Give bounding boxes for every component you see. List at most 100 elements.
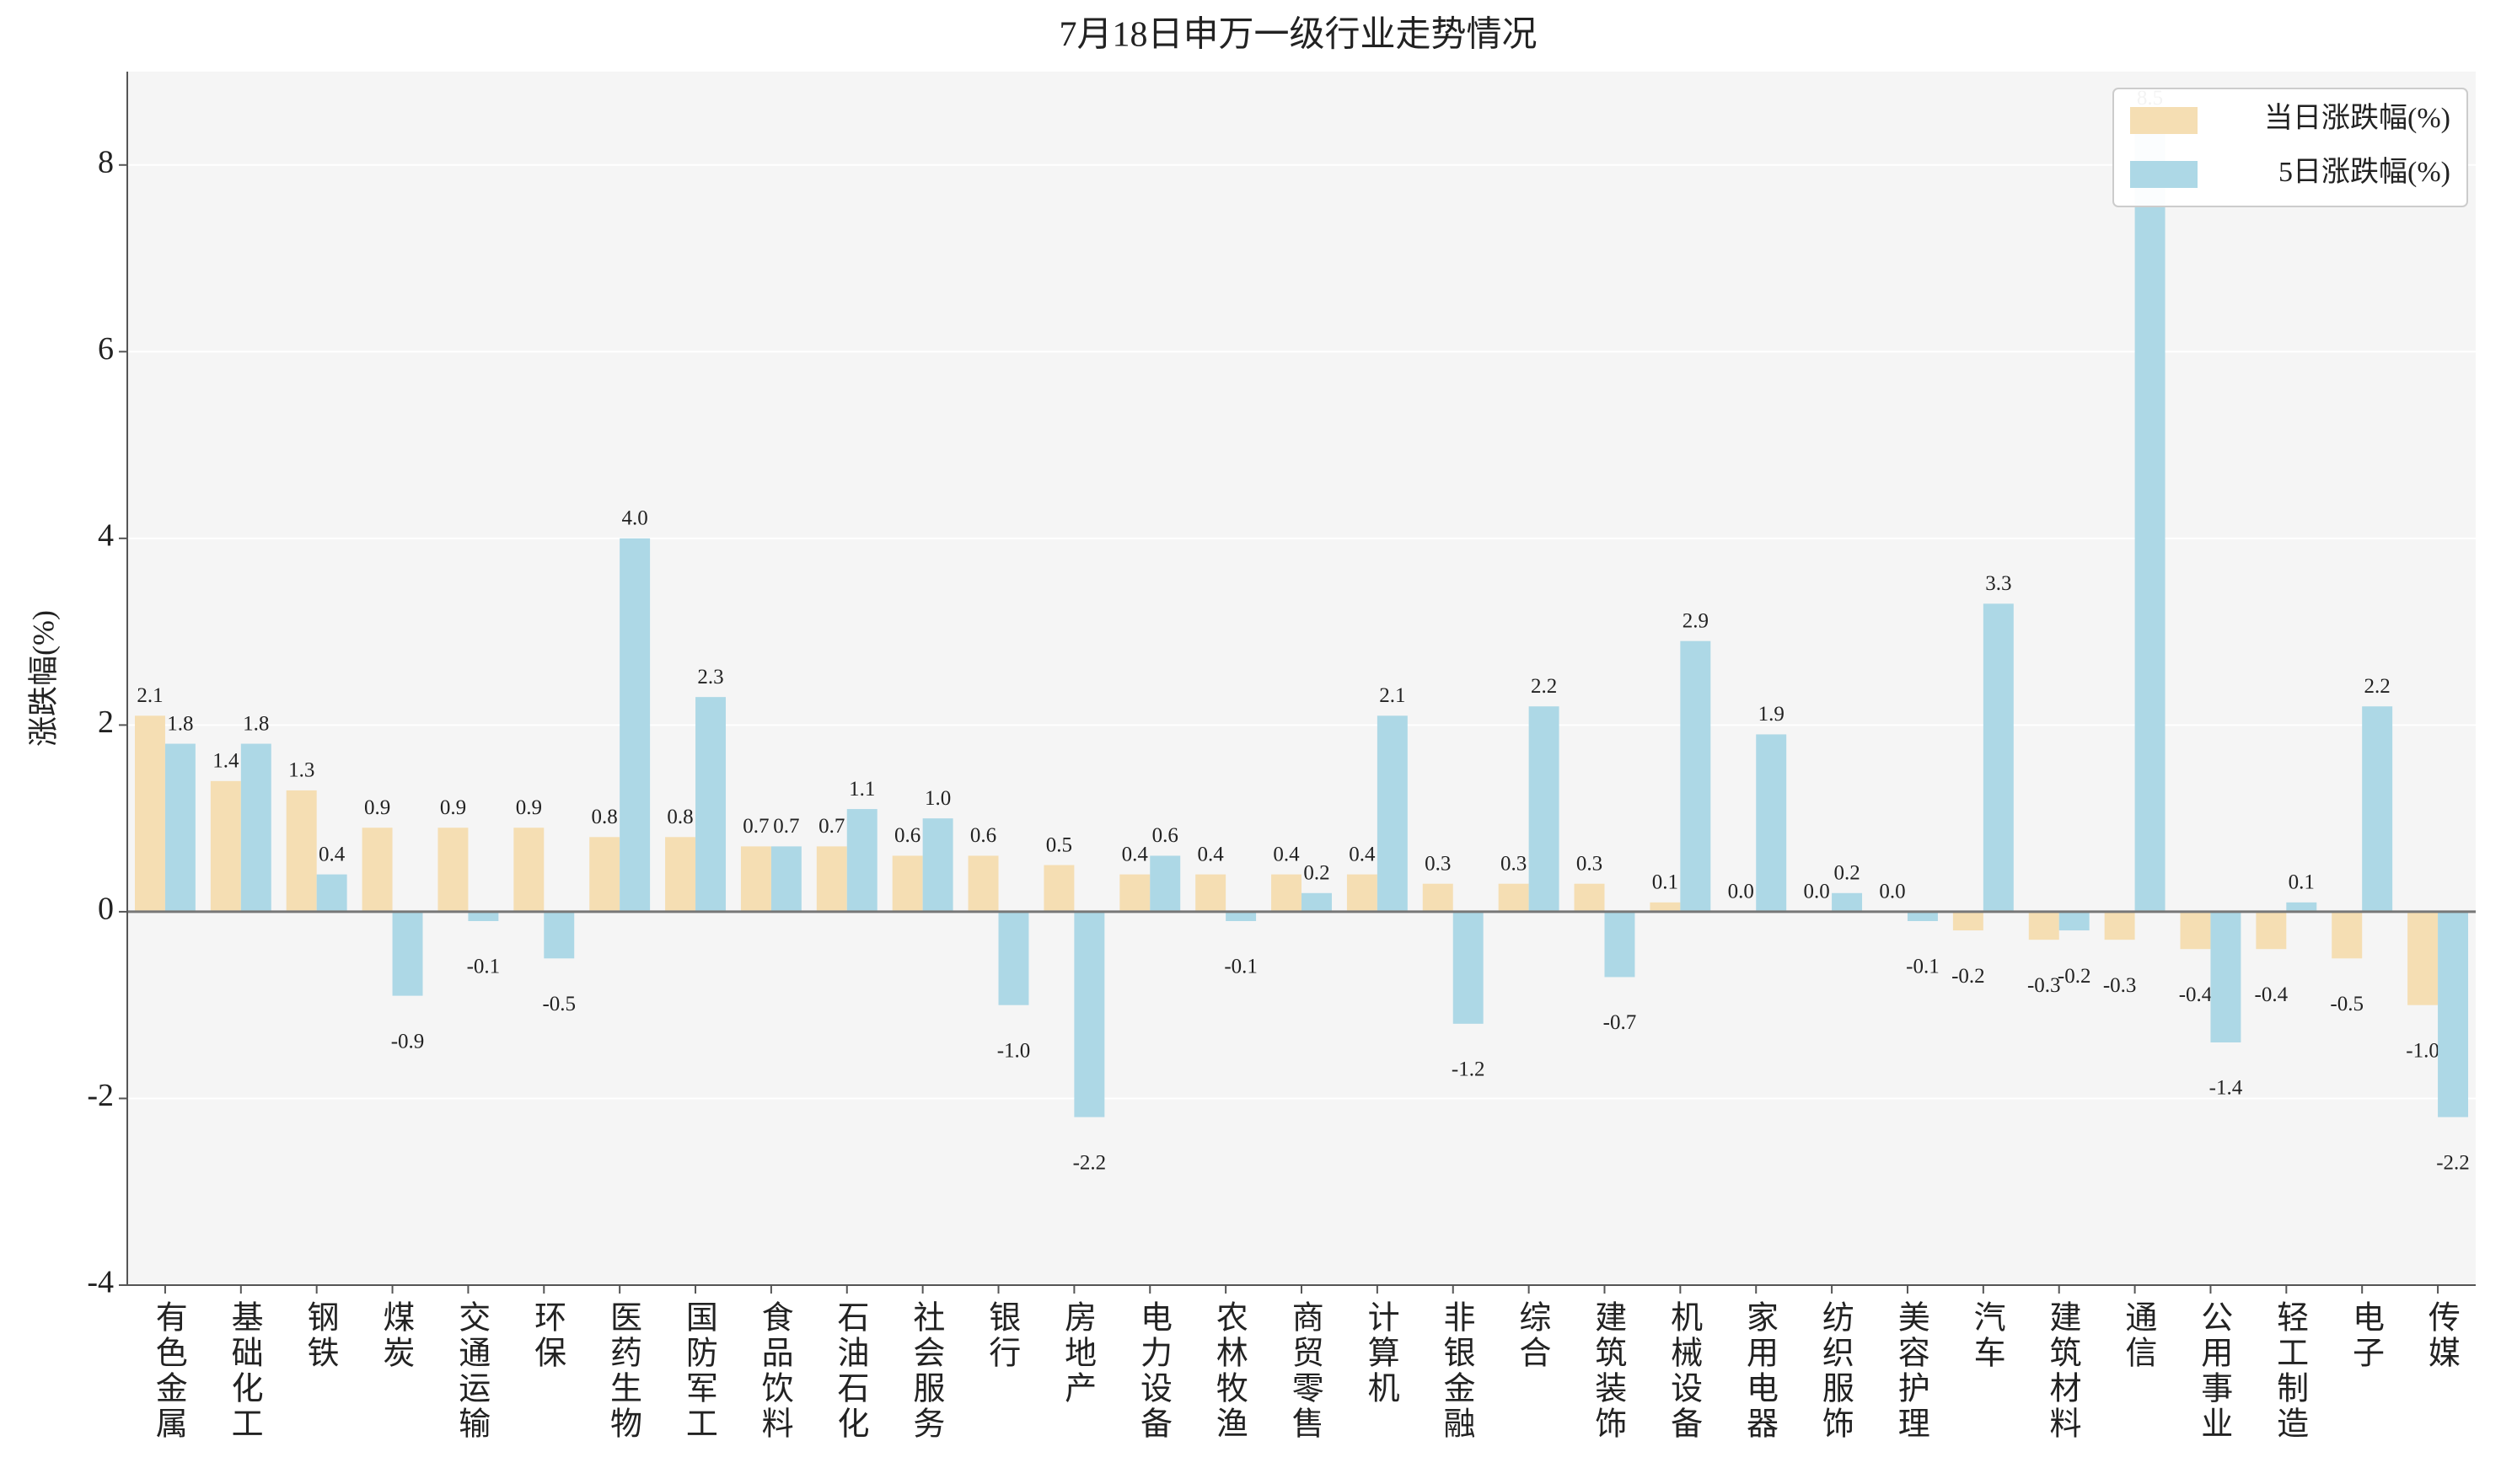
value-label: -1.0 bbox=[997, 1039, 1031, 1062]
bar bbox=[1832, 892, 1863, 912]
x-tick-label: 石油石化 bbox=[832, 1300, 869, 1442]
value-label: 0.6 bbox=[894, 824, 920, 847]
y-tick-label: 2 bbox=[98, 704, 114, 740]
bar bbox=[1195, 874, 1226, 912]
bar bbox=[1377, 715, 1408, 912]
value-label: 0.1 bbox=[1652, 871, 1678, 894]
bar bbox=[1498, 883, 1529, 912]
bar bbox=[164, 743, 196, 912]
value-label: 1.0 bbox=[925, 787, 951, 810]
value-label: 0.0 bbox=[1879, 881, 1905, 903]
x-tick-label: 商贸零售 bbox=[1286, 1300, 1323, 1442]
x-tick-label: 建筑装饰 bbox=[1590, 1300, 1626, 1442]
value-label: -1.4 bbox=[2209, 1077, 2243, 1100]
value-label: 2.9 bbox=[1683, 609, 1709, 632]
x-tick-label: 建筑材料 bbox=[2044, 1300, 2081, 1442]
x-tick-label: 家用电器 bbox=[1742, 1300, 1778, 1442]
value-label: -0.5 bbox=[542, 993, 576, 1015]
value-label: -2.2 bbox=[1073, 1151, 1107, 1174]
bar bbox=[620, 538, 651, 912]
x-tick-label: 公用事业 bbox=[2196, 1300, 2232, 1442]
bar bbox=[1119, 874, 1151, 912]
bar bbox=[1756, 734, 1787, 912]
value-label: -0.4 bbox=[2179, 983, 2213, 1006]
value-label: 1.3 bbox=[288, 759, 314, 782]
value-label: 0.2 bbox=[1833, 862, 1860, 885]
y-tick-label: -2 bbox=[87, 1078, 114, 1113]
value-label: 0.6 bbox=[970, 824, 996, 847]
x-tick-label: 传媒 bbox=[2423, 1300, 2460, 1371]
bar bbox=[1680, 640, 1711, 912]
value-label: 0.0 bbox=[1803, 881, 1829, 903]
value-label: 2.2 bbox=[1531, 675, 1557, 698]
bar bbox=[1271, 874, 1301, 912]
bar bbox=[1346, 874, 1377, 912]
bar bbox=[1452, 911, 1484, 1024]
value-label: 1.8 bbox=[167, 712, 193, 735]
value-label: 0.9 bbox=[440, 796, 466, 819]
x-tick-label: 美容护理 bbox=[1892, 1300, 1929, 1442]
x-tick-label: 社会服务 bbox=[908, 1300, 944, 1442]
bar bbox=[468, 911, 499, 921]
value-label: 4.0 bbox=[622, 507, 648, 530]
legend-swatch bbox=[2130, 161, 2198, 188]
y-tick-label: 6 bbox=[98, 331, 114, 367]
bar bbox=[2028, 911, 2059, 940]
bar bbox=[695, 697, 726, 912]
bar bbox=[1044, 865, 1075, 912]
bar bbox=[998, 911, 1029, 1005]
legend-swatch bbox=[2130, 107, 2198, 134]
bar bbox=[1226, 911, 1257, 921]
bar bbox=[2104, 911, 2135, 940]
value-label: 0.9 bbox=[516, 796, 542, 819]
x-tick-label: 国防军工 bbox=[680, 1300, 716, 1442]
bar bbox=[2362, 706, 2393, 912]
x-tick-label: 非银金融 bbox=[1438, 1300, 1474, 1442]
value-label: 2.1 bbox=[137, 684, 163, 707]
x-tick-label: 医药生物 bbox=[604, 1300, 641, 1442]
value-label: 0.3 bbox=[1425, 852, 1451, 875]
bar bbox=[922, 818, 953, 912]
bar bbox=[1907, 911, 1938, 921]
value-label: -1.2 bbox=[1452, 1058, 1485, 1081]
value-label: 0.9 bbox=[364, 796, 390, 819]
value-label: 0.7 bbox=[773, 815, 799, 838]
bar bbox=[2210, 911, 2241, 1042]
bar bbox=[2286, 902, 2317, 912]
bar bbox=[316, 874, 347, 912]
value-label: -0.4 bbox=[2255, 983, 2289, 1006]
bar bbox=[740, 846, 771, 912]
value-label: 0.4 bbox=[319, 843, 346, 865]
bar bbox=[240, 743, 271, 912]
legend-label: 当日涨跌幅(%) bbox=[2264, 102, 2450, 134]
x-tick-label: 纺织服饰 bbox=[1817, 1300, 1853, 1442]
bar bbox=[2256, 911, 2287, 950]
value-label: -0.7 bbox=[1603, 1011, 1637, 1034]
x-tick-label: 电子 bbox=[2347, 1300, 2383, 1371]
bar bbox=[286, 790, 317, 912]
value-label: 0.6 bbox=[1152, 824, 1178, 847]
y-axis-label: 涨跌幅(%) bbox=[26, 610, 60, 747]
value-label: -0.3 bbox=[2103, 974, 2137, 997]
x-tick-label: 房地产 bbox=[1060, 1300, 1096, 1406]
x-tick-label: 计算机 bbox=[1362, 1300, 1398, 1406]
value-label: 0.1 bbox=[2289, 871, 2315, 894]
x-tick-label: 电力设备 bbox=[1135, 1300, 1172, 1442]
bar bbox=[2438, 911, 2469, 1117]
value-label: 0.7 bbox=[818, 815, 845, 838]
x-tick-label: 农林牧渔 bbox=[1210, 1300, 1247, 1442]
bar bbox=[1301, 892, 1332, 912]
value-label: -0.2 bbox=[2058, 965, 2091, 988]
y-tick-label: 4 bbox=[98, 518, 114, 554]
value-label: -1.0 bbox=[2406, 1039, 2439, 1062]
bar bbox=[1574, 883, 1605, 912]
bar bbox=[589, 837, 620, 912]
value-label: 1.8 bbox=[243, 712, 269, 735]
value-label: -0.2 bbox=[1951, 965, 1985, 988]
x-tick-label: 有色金属 bbox=[150, 1300, 186, 1442]
x-tick-label: 银行 bbox=[984, 1300, 1021, 1371]
x-tick-label: 基础化工 bbox=[226, 1300, 262, 1442]
bar bbox=[2134, 118, 2166, 912]
bar bbox=[816, 846, 847, 912]
legend-box bbox=[2112, 88, 2468, 207]
